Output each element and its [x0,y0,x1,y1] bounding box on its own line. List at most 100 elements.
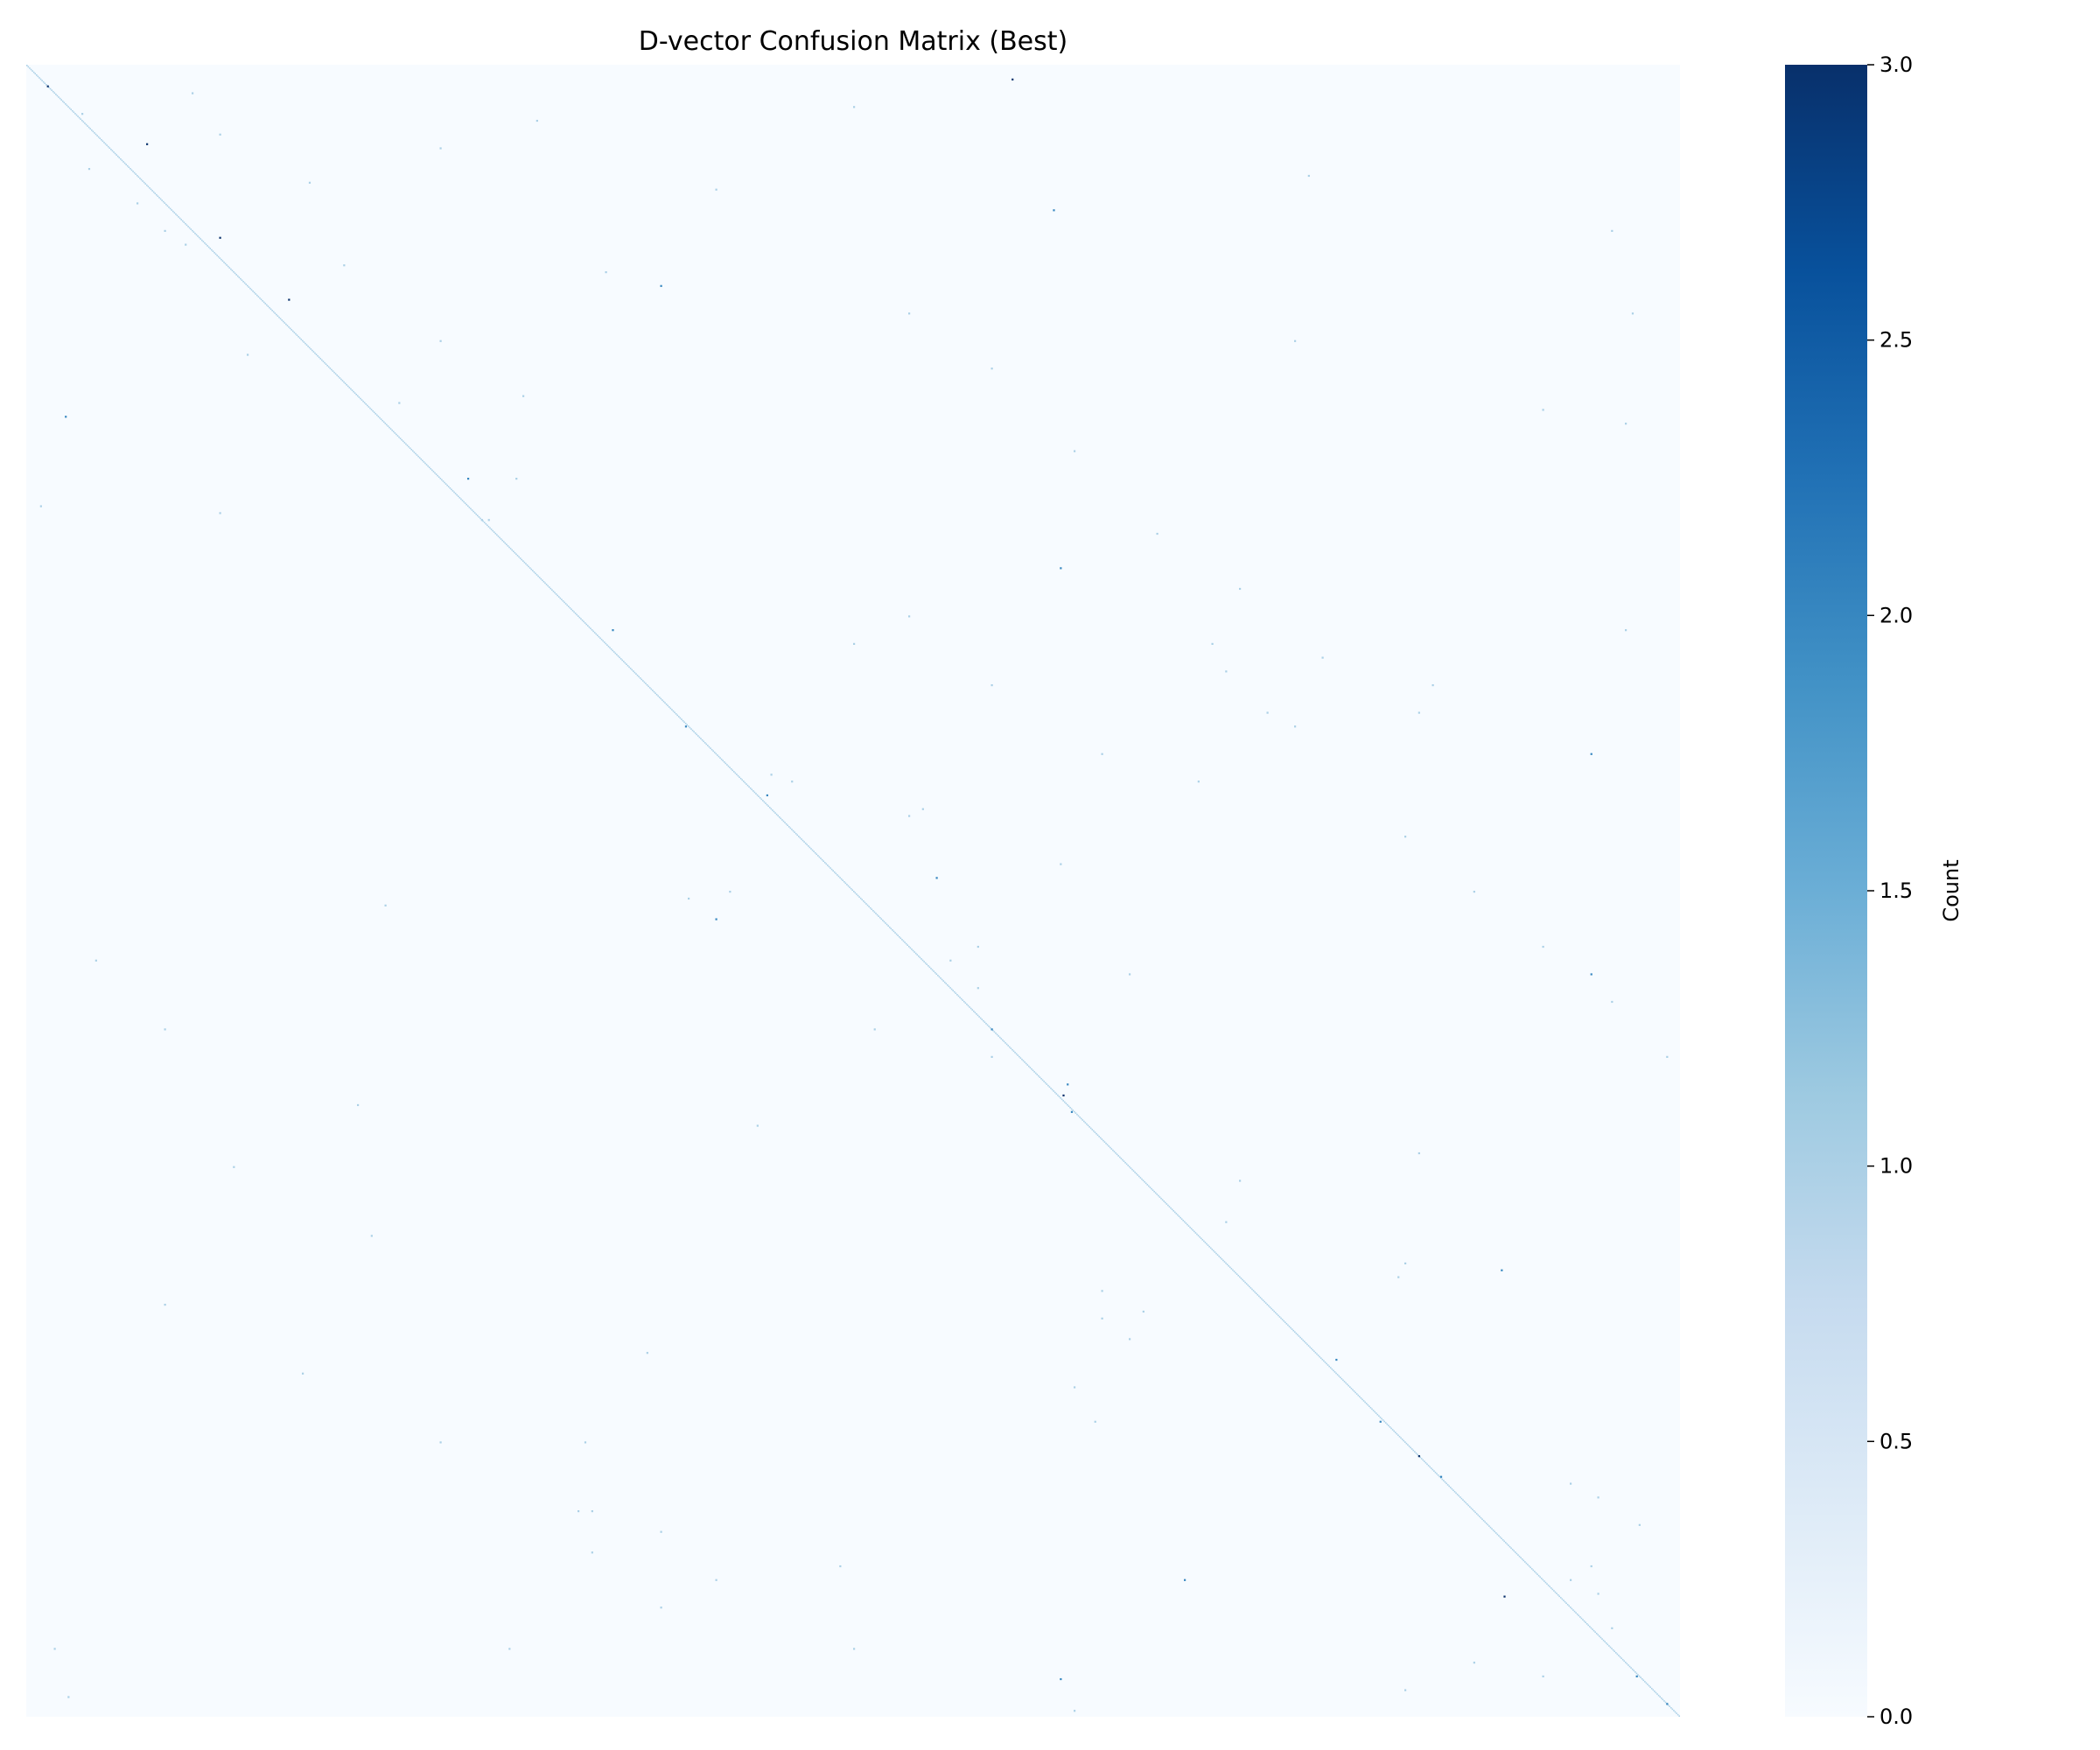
heatmap-cell [1306,1343,1308,1346]
heatmap-cell [738,776,740,779]
heatmap-cell [1087,1124,1089,1127]
heatmap-cell [346,385,349,388]
heatmap-cell [1496,1533,1499,1536]
heatmap-cell [1094,1420,1096,1423]
heatmap-cell [763,801,766,803]
heatmap-cell [882,920,884,921]
heatmap-cell [300,339,303,340]
heatmap-cell [415,452,416,455]
heatmap-cell [1053,209,1055,212]
heatmap-cell [197,235,199,237]
heatmap-cell [1400,1437,1402,1439]
heatmap-cell [1484,1521,1486,1523]
heatmap-cell [181,220,184,222]
heatmap-cell [468,507,471,508]
heatmap-cell [1379,1417,1382,1418]
heatmap-cell [1451,1488,1453,1490]
chart-title: D-vector Confusion Matrix (Best) [639,26,1068,57]
heatmap-cell [67,106,69,108]
heatmap-cell [1433,1470,1435,1472]
heatmap-cell [321,359,323,361]
heatmap-cell [519,557,522,559]
heatmap-cell [681,718,682,720]
heatmap-cell [1101,1290,1103,1292]
heatmap-cell [1566,1603,1569,1606]
heatmap-cell [365,403,368,405]
heatmap-cell [120,158,122,160]
heatmap-cell [813,850,815,852]
heatmap-cell [550,587,552,590]
heatmap-cell [781,819,783,821]
heatmap-cell [1494,1532,1497,1534]
heatmap-cell [772,809,774,811]
heatmap-cell [1487,1523,1489,1526]
heatmap-cell [434,472,436,474]
heatmap-cell [1192,1229,1194,1231]
heatmap-cell [1611,1648,1613,1649]
heatmap-cell [130,169,133,172]
heatmap-cell [288,298,290,301]
heatmap-cell [1273,1310,1275,1312]
heatmap-cell [588,626,591,628]
heatmap-cell [463,500,465,503]
heatmap-cell [853,891,855,892]
heatmap-cell [382,419,383,422]
heatmap-cell [1182,1220,1185,1222]
heatmap-cell [633,670,634,672]
heatmap-cell [1290,1326,1292,1329]
heatmap-cell [1549,1586,1550,1588]
heatmap-cell [952,990,954,991]
heatmap-cell [849,886,850,888]
heatmap-cell [214,253,217,256]
heatmap-cell [1652,1689,1655,1691]
heatmap-cell [1024,1061,1026,1063]
heatmap-cell [737,774,739,777]
heatmap-cell [851,889,854,892]
heatmap-cell [74,113,76,115]
heatmap-cell [437,474,438,477]
heatmap-cell [1412,1449,1415,1452]
heatmap-cell [676,714,678,717]
heatmap-cell [610,648,612,650]
heatmap-cell [770,808,773,810]
heatmap-cell [548,586,550,588]
heatmap-cell [1251,1288,1253,1291]
heatmap-cell [840,878,843,880]
heatmap-cell [1203,1240,1205,1242]
heatmap-cell [1099,1137,1102,1139]
heatmap-cell [564,603,567,605]
heatmap-cell [894,932,896,934]
heatmap-cell [732,769,733,772]
heatmap-cell [190,228,192,230]
heatmap-cell [382,421,385,424]
heatmap-cell [1276,1313,1278,1315]
heatmap-cell [941,978,943,981]
heatmap-cell [97,136,100,138]
heatmap-cell [734,772,737,774]
heatmap-cell [885,922,886,924]
heatmap-cell [1540,1578,1543,1579]
heatmap-cell [219,236,221,239]
heatmap-cell [662,700,665,703]
heatmap-cell [391,429,393,431]
heatmap-cell [806,844,808,846]
heatmap-cell [467,478,470,480]
heatmap-cell [282,320,284,323]
heatmap-cell [1004,1042,1006,1044]
heatmap-cell [1310,1348,1312,1349]
heatmap-cell [1419,1456,1421,1459]
heatmap-cell [1207,1244,1209,1246]
heatmap-cell [142,180,144,182]
heatmap-cell [617,654,620,657]
heatmap-cell [689,726,691,729]
heatmap-cell [446,484,448,486]
heatmap-cell [398,436,400,438]
heatmap-cell [219,257,221,259]
heatmap-cells [39,78,1669,1712]
heatmap-cell [1281,1319,1284,1320]
heatmap-cell [759,797,761,799]
heatmap-cell [1151,1187,1152,1190]
heatmap-cell [1673,1710,1675,1712]
heatmap-cell [1364,1401,1366,1404]
